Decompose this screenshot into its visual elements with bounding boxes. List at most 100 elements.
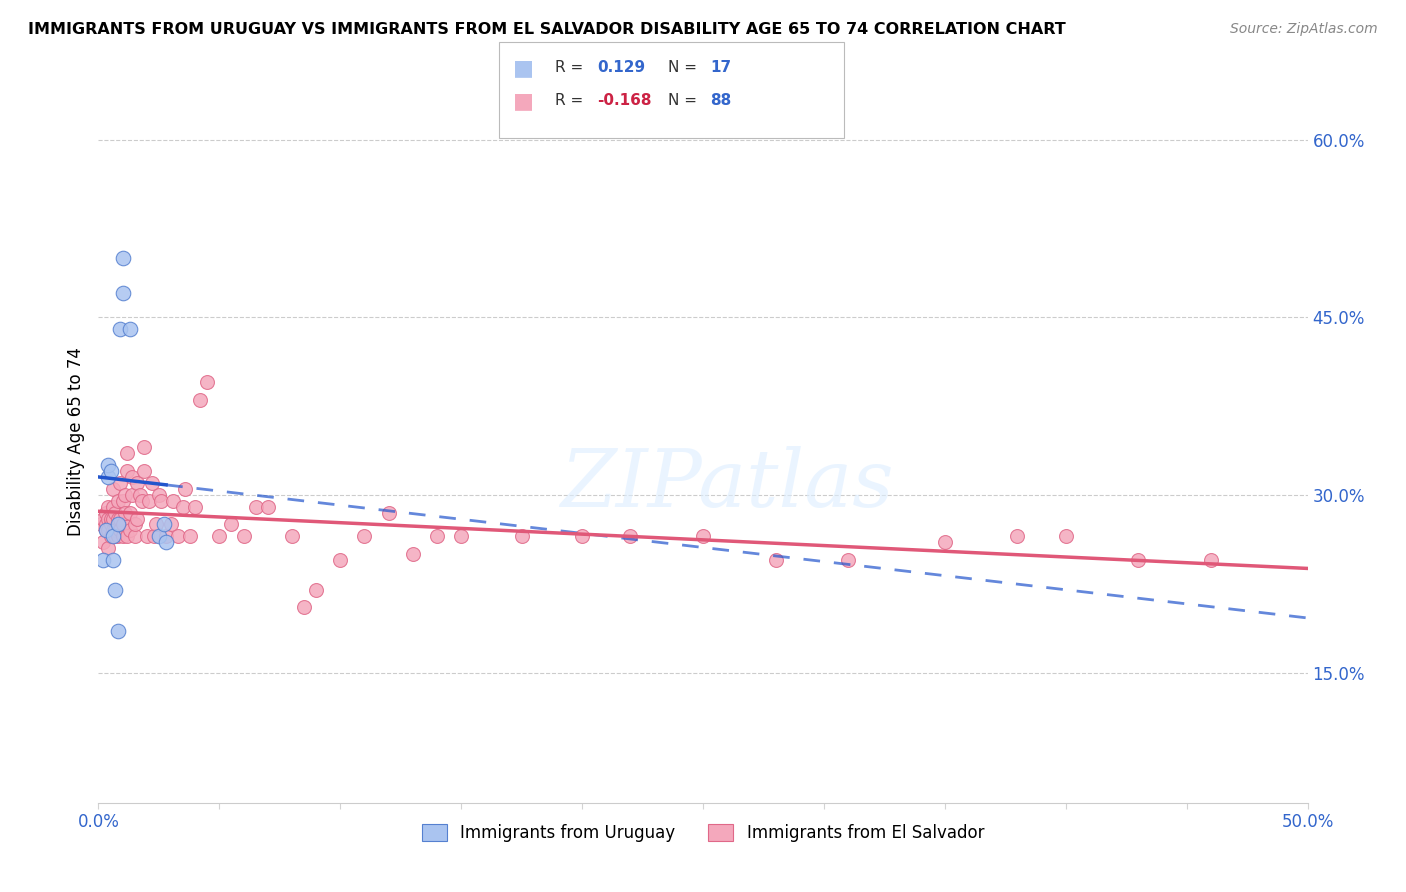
Point	[765, 553, 787, 567]
Point	[1007, 529, 1029, 543]
Point	[107, 624, 129, 638]
Point	[135, 529, 157, 543]
Point	[97, 500, 120, 514]
Point	[104, 524, 127, 538]
Point	[145, 517, 167, 532]
Point	[208, 529, 231, 543]
Point	[118, 524, 141, 538]
Point	[232, 529, 254, 543]
Point	[117, 464, 139, 478]
Point	[571, 529, 593, 543]
Point	[94, 524, 117, 538]
Text: ZIPatlas: ZIPatlas	[561, 446, 894, 524]
Point	[179, 529, 201, 543]
Point	[107, 529, 129, 543]
Text: N =: N =	[668, 94, 702, 108]
Point	[195, 376, 218, 390]
Point	[134, 441, 156, 455]
Point	[221, 517, 243, 532]
Point	[124, 529, 146, 543]
Point	[245, 500, 267, 514]
Point	[121, 488, 143, 502]
Point	[152, 517, 174, 532]
Text: 0.129: 0.129	[598, 61, 645, 75]
Point	[160, 517, 183, 532]
Point	[108, 524, 131, 538]
Point	[100, 517, 122, 532]
Point	[91, 553, 114, 567]
Point	[131, 493, 153, 508]
Point	[104, 506, 127, 520]
Point	[148, 529, 170, 543]
Point	[107, 517, 129, 532]
Point	[111, 286, 134, 301]
Point	[107, 493, 129, 508]
Point	[1128, 553, 1150, 567]
Point	[619, 529, 641, 543]
Text: ■: ■	[513, 91, 534, 111]
Point	[188, 393, 211, 408]
Point	[305, 582, 328, 597]
Point	[256, 500, 278, 514]
Point	[281, 529, 304, 543]
Point	[127, 475, 149, 490]
Text: R =: R =	[555, 61, 589, 75]
Point	[143, 529, 166, 543]
Point	[111, 493, 134, 508]
Point	[692, 529, 714, 543]
Point	[1199, 553, 1222, 567]
Point	[292, 600, 315, 615]
Y-axis label: Disability Age 65 to 74: Disability Age 65 to 74	[66, 347, 84, 536]
Text: Source: ZipAtlas.com: Source: ZipAtlas.com	[1230, 22, 1378, 37]
Point	[111, 251, 134, 265]
Point	[118, 322, 141, 336]
Point	[101, 524, 124, 538]
Point	[837, 553, 859, 567]
Text: 88: 88	[710, 94, 731, 108]
Point	[111, 517, 134, 532]
Point	[97, 541, 120, 556]
Point	[101, 482, 124, 496]
Point	[114, 488, 136, 502]
Point	[148, 488, 170, 502]
Point	[101, 500, 124, 514]
Text: N =: N =	[668, 61, 702, 75]
Point	[111, 529, 134, 543]
Point	[101, 511, 124, 525]
Point	[184, 500, 207, 514]
Point	[402, 547, 425, 561]
Point	[117, 446, 139, 460]
Point	[91, 511, 114, 525]
Text: -0.168: -0.168	[598, 94, 652, 108]
Point	[155, 529, 177, 543]
Point	[1054, 529, 1077, 543]
Point	[94, 524, 117, 538]
Point	[108, 322, 131, 336]
Point	[97, 511, 120, 525]
Point	[353, 529, 375, 543]
Point	[104, 529, 127, 543]
Point	[150, 493, 173, 508]
Point	[100, 529, 122, 543]
Point	[91, 535, 114, 549]
Point	[141, 475, 163, 490]
Point	[104, 582, 127, 597]
Point	[118, 506, 141, 520]
Text: IMMIGRANTS FROM URUGUAY VS IMMIGRANTS FROM EL SALVADOR DISABILITY AGE 65 TO 74 C: IMMIGRANTS FROM URUGUAY VS IMMIGRANTS FR…	[28, 22, 1066, 37]
Point	[97, 524, 120, 538]
Point	[108, 475, 131, 490]
Point	[134, 464, 156, 478]
Point	[100, 464, 122, 478]
Point	[121, 470, 143, 484]
Point	[128, 488, 150, 502]
Point	[108, 511, 131, 525]
Point	[94, 506, 117, 520]
Point	[329, 553, 352, 567]
Point	[426, 529, 449, 543]
Text: 17: 17	[710, 61, 731, 75]
Point	[172, 500, 194, 514]
Text: ■: ■	[513, 58, 534, 78]
Point	[97, 458, 120, 473]
Legend: Immigrants from Uruguay, Immigrants from El Salvador: Immigrants from Uruguay, Immigrants from…	[415, 817, 991, 848]
Point	[127, 511, 149, 525]
